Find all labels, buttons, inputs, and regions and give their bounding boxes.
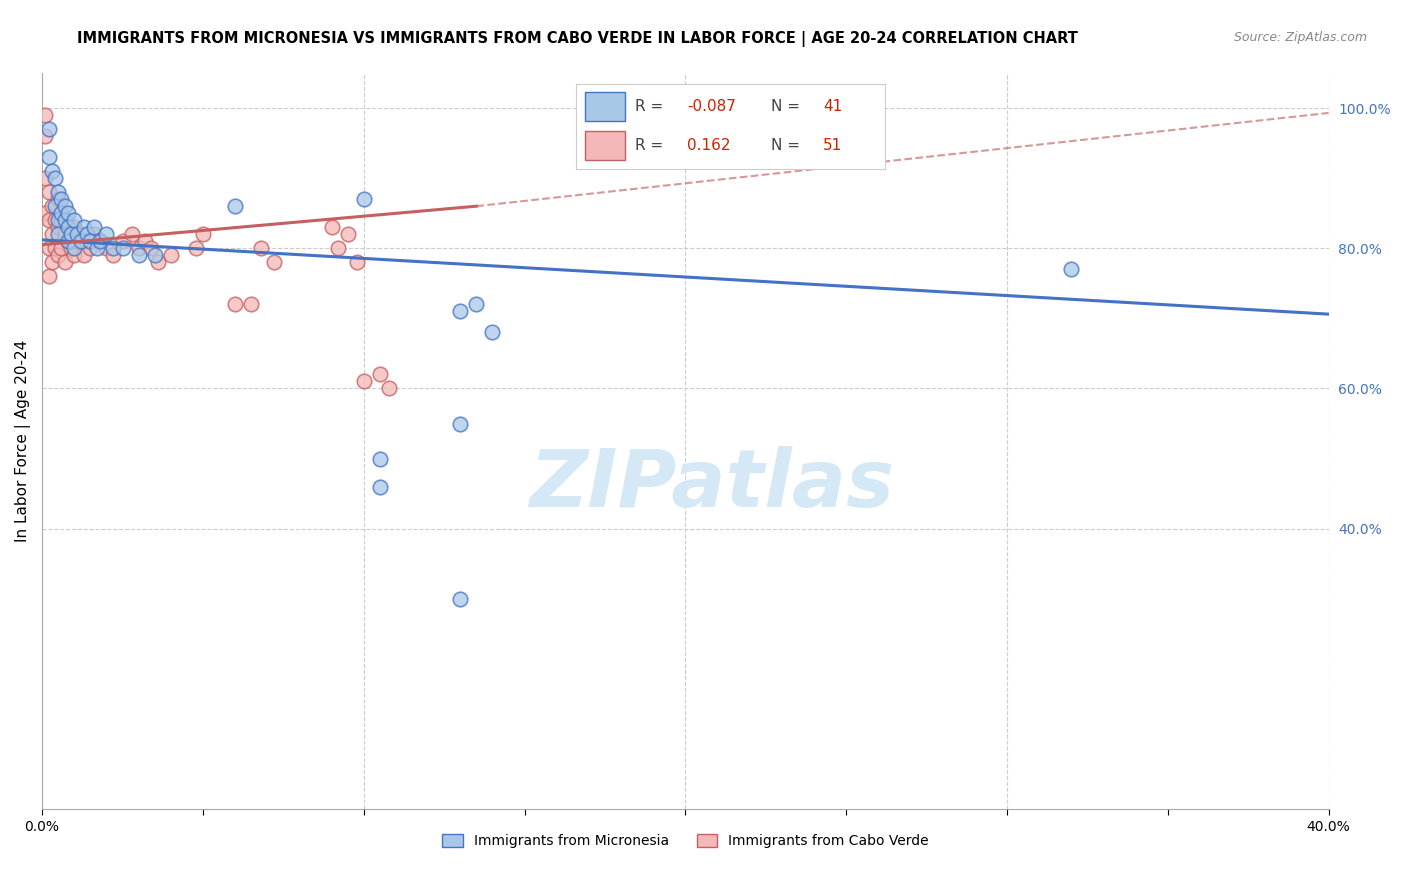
Point xyxy=(46,185,69,199)
Point xyxy=(128,241,150,255)
Point xyxy=(336,227,359,242)
Point xyxy=(326,241,349,255)
Point xyxy=(38,241,60,255)
Point xyxy=(368,480,391,494)
Point xyxy=(101,241,124,255)
Point xyxy=(96,227,118,242)
Point xyxy=(111,234,134,248)
Point xyxy=(86,241,108,255)
Point xyxy=(53,199,76,213)
Point xyxy=(83,227,105,242)
Point xyxy=(51,206,73,220)
Point xyxy=(128,248,150,262)
Point xyxy=(111,241,134,255)
Point xyxy=(224,297,246,311)
Point xyxy=(101,248,124,262)
Point xyxy=(76,227,98,242)
Point xyxy=(481,326,503,340)
Point xyxy=(146,255,169,269)
Point xyxy=(79,241,101,255)
Point xyxy=(51,192,73,206)
Point xyxy=(60,227,83,242)
Point xyxy=(34,129,56,144)
Text: ZIPatlas: ZIPatlas xyxy=(529,446,894,524)
Point xyxy=(368,451,391,466)
Point xyxy=(378,381,401,395)
Point xyxy=(38,269,60,284)
Point xyxy=(143,248,166,262)
Point xyxy=(449,591,471,606)
Point xyxy=(449,417,471,431)
Point xyxy=(83,220,105,235)
Point xyxy=(51,213,73,227)
Point xyxy=(38,122,60,136)
Point xyxy=(240,297,263,311)
Point xyxy=(141,241,163,255)
Point xyxy=(89,234,111,248)
Y-axis label: In Labor Force | Age 20-24: In Labor Force | Age 20-24 xyxy=(15,340,31,542)
Point xyxy=(46,192,69,206)
Point xyxy=(368,368,391,382)
Point xyxy=(46,227,69,242)
Point xyxy=(56,206,79,220)
Point xyxy=(53,255,76,269)
Point xyxy=(134,234,156,248)
Point xyxy=(53,227,76,242)
Point xyxy=(346,255,368,269)
Point xyxy=(96,241,118,255)
Point xyxy=(465,297,488,311)
Legend: Immigrants from Micronesia, Immigrants from Cabo Verde: Immigrants from Micronesia, Immigrants f… xyxy=(436,829,935,854)
Point xyxy=(263,255,285,269)
Point xyxy=(66,227,89,242)
Point xyxy=(44,241,66,255)
Point xyxy=(34,108,56,122)
Point xyxy=(56,220,79,235)
Point xyxy=(44,213,66,227)
Point xyxy=(60,241,83,255)
Point xyxy=(159,248,181,262)
Point xyxy=(89,234,111,248)
Point xyxy=(63,220,86,235)
Point xyxy=(41,255,63,269)
Point xyxy=(321,220,343,235)
Point xyxy=(63,213,86,227)
Point xyxy=(73,248,96,262)
Point xyxy=(44,199,66,213)
Point xyxy=(353,192,375,206)
Point xyxy=(353,375,375,389)
Point xyxy=(69,234,91,248)
Point xyxy=(41,164,63,178)
Point xyxy=(1060,262,1083,277)
Point xyxy=(73,220,96,235)
Point xyxy=(224,199,246,213)
Point xyxy=(191,227,214,242)
Point xyxy=(41,227,63,242)
Point xyxy=(79,234,101,248)
Point xyxy=(63,241,86,255)
Point xyxy=(53,213,76,227)
Point xyxy=(44,171,66,186)
Point xyxy=(38,185,60,199)
Text: Source: ZipAtlas.com: Source: ZipAtlas.com xyxy=(1233,31,1367,45)
Point xyxy=(121,227,143,242)
Point xyxy=(41,199,63,213)
Point xyxy=(250,241,273,255)
Point xyxy=(38,150,60,164)
Point xyxy=(38,213,60,227)
Point xyxy=(449,304,471,318)
Point xyxy=(69,227,91,242)
Point xyxy=(63,248,86,262)
Point xyxy=(34,171,56,186)
Point xyxy=(56,234,79,248)
Point xyxy=(51,241,73,255)
Point xyxy=(186,241,208,255)
Point xyxy=(46,248,69,262)
Point xyxy=(46,213,69,227)
Point xyxy=(46,220,69,235)
Text: IMMIGRANTS FROM MICRONESIA VS IMMIGRANTS FROM CABO VERDE IN LABOR FORCE | AGE 20: IMMIGRANTS FROM MICRONESIA VS IMMIGRANTS… xyxy=(77,31,1078,47)
Point xyxy=(56,234,79,248)
Point xyxy=(34,206,56,220)
